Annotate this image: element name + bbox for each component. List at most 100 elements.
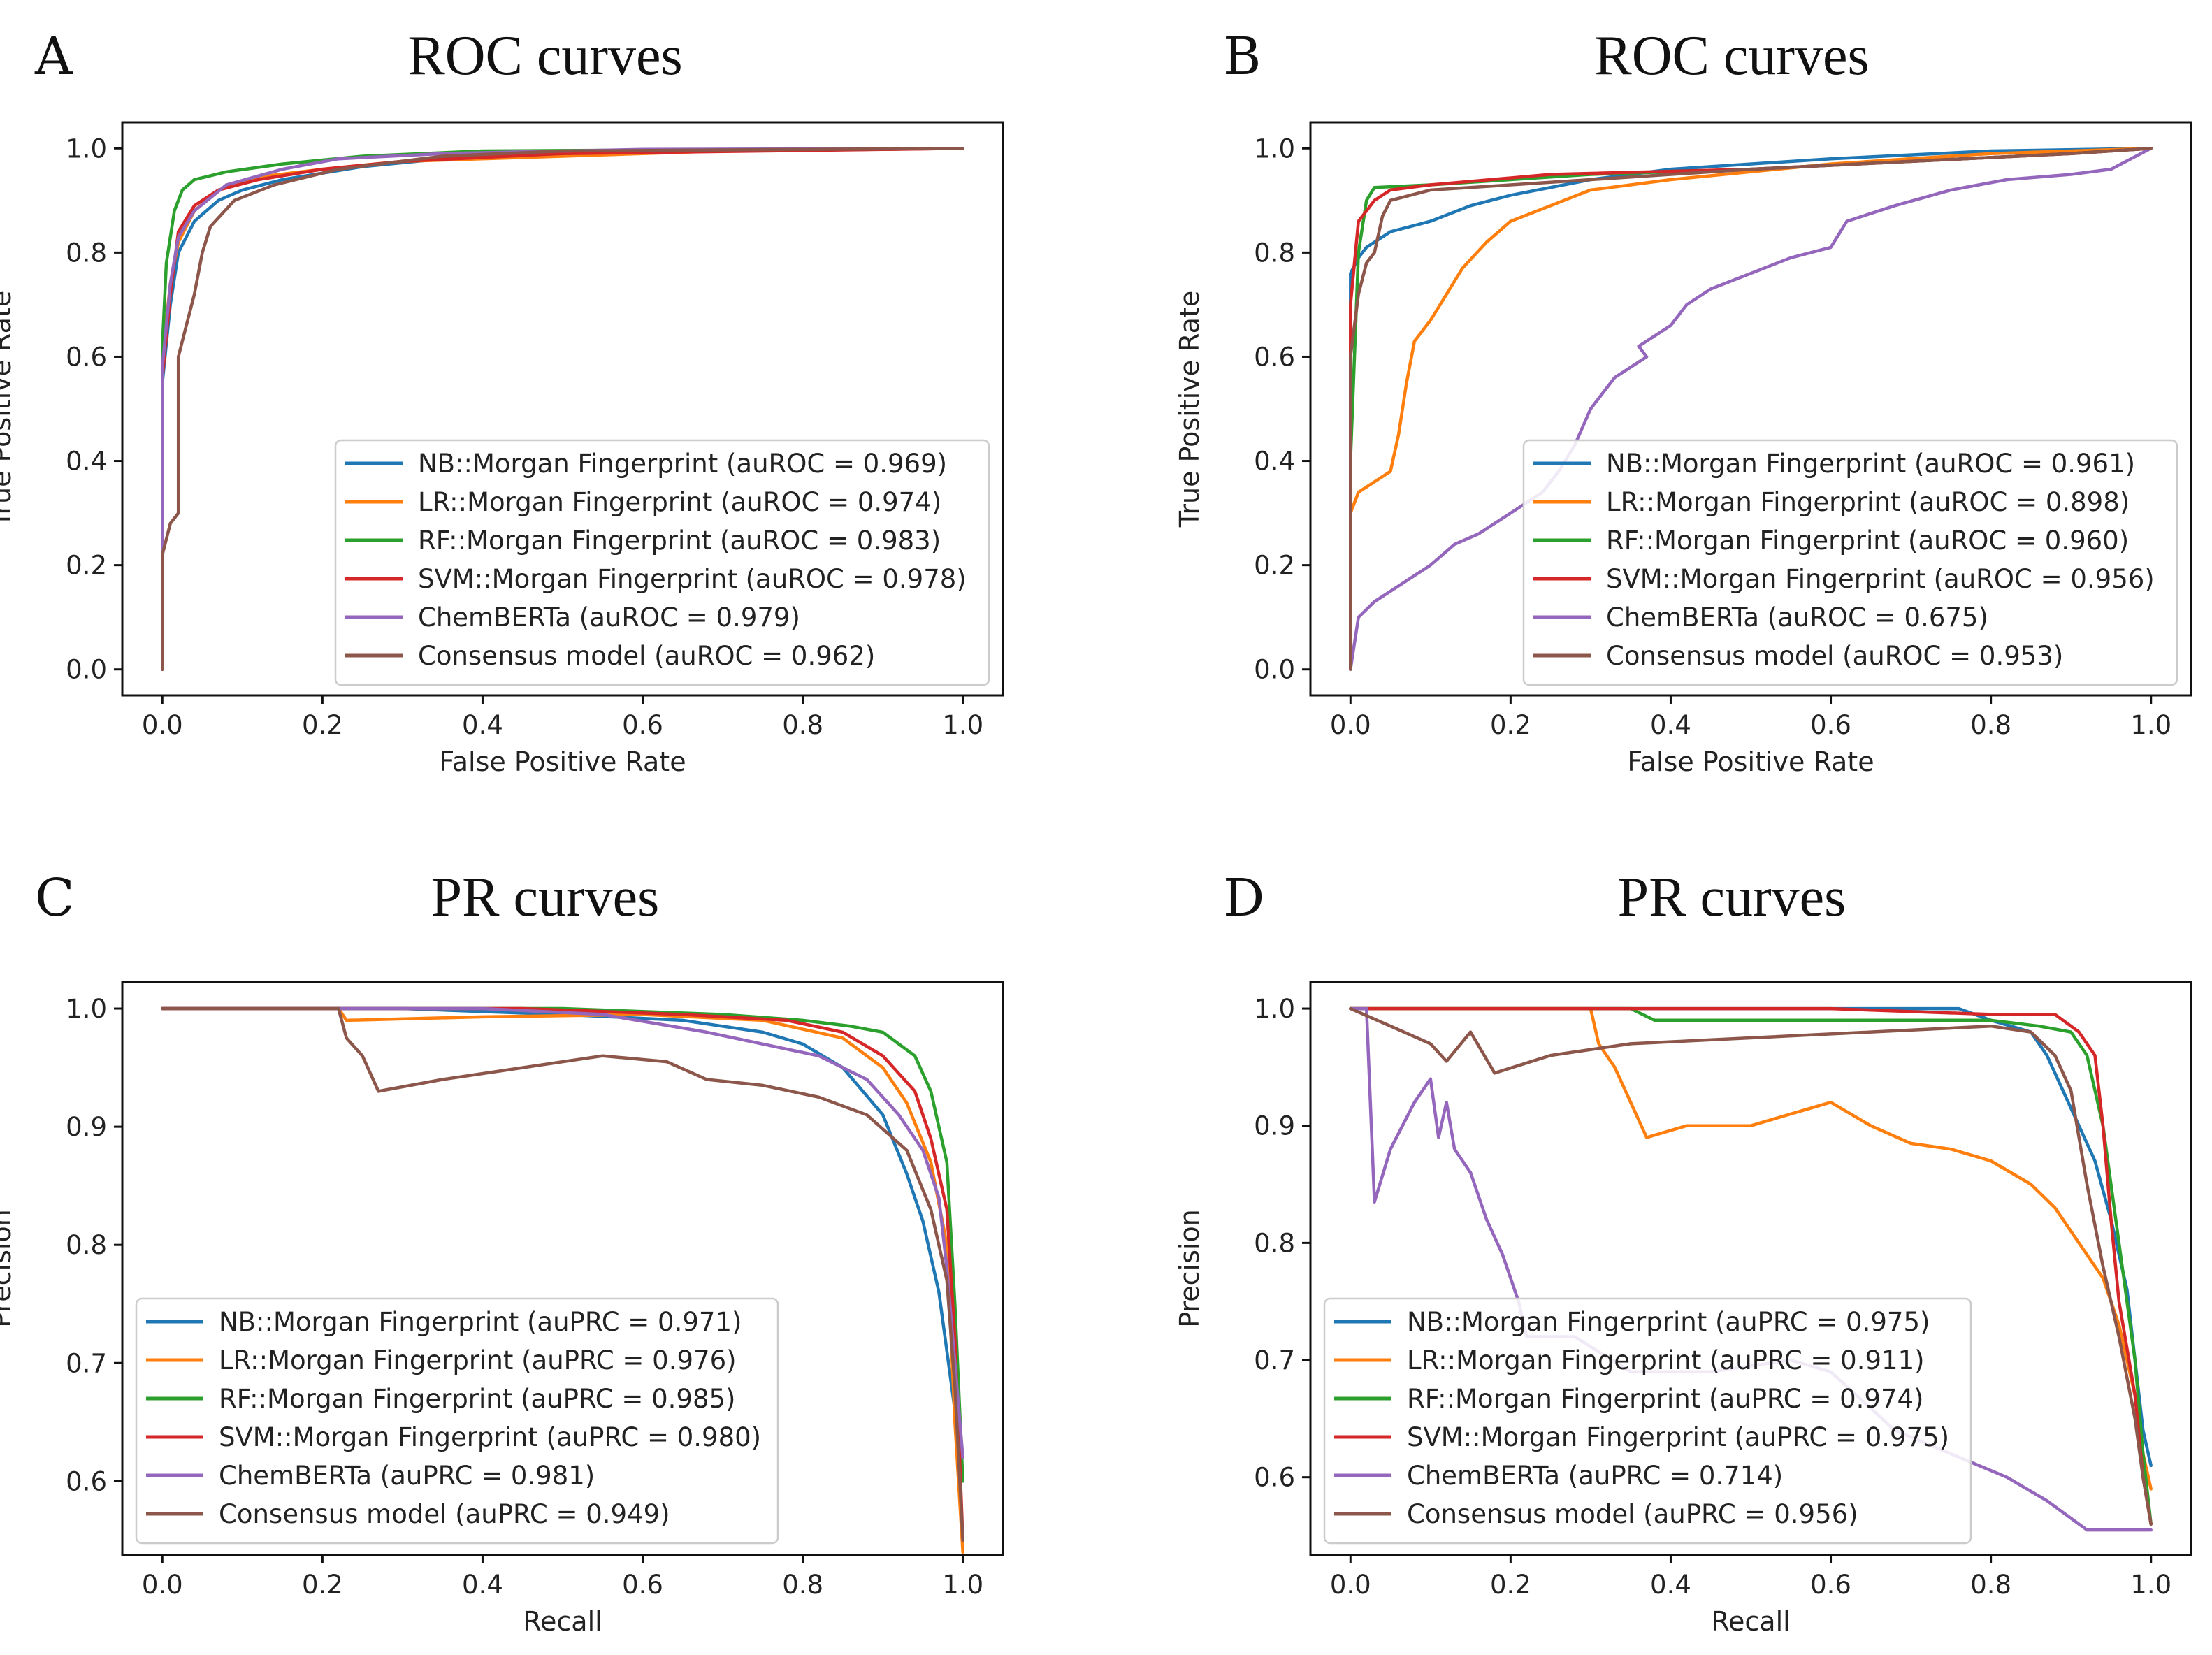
- y-tick-label: 0.8: [1254, 1228, 1295, 1258]
- x-tick-label: 0.2: [302, 710, 343, 740]
- legend-label: Consensus model (auPRC = 0.949): [219, 1499, 670, 1529]
- legend-label: Consensus model (auPRC = 0.956): [1407, 1499, 1858, 1529]
- legend-label: NB::Morgan Fingerprint (auROC = 0.961): [1606, 449, 2135, 479]
- panel-letter: A: [34, 27, 73, 87]
- series-line-4: [1349, 1006, 2153, 1526]
- panel-letter: C: [35, 868, 75, 928]
- x-axis-label: False Positive Rate: [439, 746, 686, 777]
- legend-label: SVM::Morgan Fingerprint (auPRC = 0.975): [1407, 1422, 1949, 1452]
- legend-label: RF::Morgan Fingerprint (auPRC = 0.974): [1407, 1384, 1923, 1414]
- panel-c: C PR curves 0.0 0.2 0.4 0.6 0.8 1.0 0.6 0.7 0.8 0…: [0, 867, 1004, 1637]
- y-tick-label: 0.0: [1254, 655, 1295, 685]
- series-line-6: [161, 147, 964, 671]
- x-tick-label: 0.0: [142, 710, 183, 740]
- y-tick-label: 0.6: [1254, 342, 1295, 372]
- legend-label: ChemBERTa (auPRC = 0.714): [1407, 1461, 1783, 1491]
- x-tick-label: 0.8: [782, 1570, 823, 1600]
- series-line-6: [1349, 1006, 2153, 1526]
- y-tick-label: 0.2: [1254, 551, 1295, 581]
- y-tick-label: 0.6: [66, 342, 107, 372]
- x-axis-label: Recall: [1711, 1606, 1790, 1637]
- y-tick-label: 0.8: [66, 238, 107, 268]
- legend-label: SVM::Morgan Fingerprint (auPRC = 0.980): [219, 1422, 761, 1452]
- series-line-6: [161, 1006, 964, 1542]
- y-tick-label: 1.0: [1254, 133, 1295, 164]
- legend-label: Consensus model (auROC = 0.962): [418, 641, 875, 671]
- legend-label: ChemBERTa (auROC = 0.675): [1606, 602, 1988, 633]
- x-tick-label: 0.2: [302, 1570, 343, 1600]
- y-tick-label: 0.9: [1254, 1111, 1295, 1141]
- panel-title: PR curves: [431, 867, 660, 928]
- panel-a: A ROC curves 0.0 0.2 0.4 0.6 0.8 1.0 0.0 0.2 0.4…: [0, 25, 1004, 777]
- y-tick-label: 0.7: [66, 1348, 107, 1378]
- series-line-1: [1349, 147, 2153, 671]
- legend-box: [1522, 439, 2178, 686]
- x-tick-label: 0.8: [1970, 1570, 2011, 1600]
- legend-label: NB::Morgan Fingerprint (auPRC = 0.975): [1407, 1307, 1930, 1337]
- panel-title: PR curves: [1618, 867, 1846, 928]
- y-tick-label: 1.0: [66, 133, 107, 164]
- panel-title: ROC curves: [1594, 25, 1869, 87]
- legend-label: RF::Morgan Fingerprint (auROC = 0.983): [418, 526, 941, 556]
- y-tick-label: 0.2: [66, 551, 107, 581]
- x-tick-label: 0.8: [782, 710, 823, 740]
- y-tick-label: 0.8: [66, 1230, 107, 1260]
- legend: NB::Morgan Fingerprint (auROC = 0.969)LR…: [334, 439, 990, 686]
- y-tick-label: 0.0: [66, 655, 107, 685]
- x-tick-label: 0.0: [142, 1570, 183, 1600]
- x-tick-label: 0.4: [1650, 1570, 1691, 1600]
- y-tick-label: 0.6: [1254, 1463, 1295, 1493]
- plot-frame: [1309, 981, 2192, 1556]
- y-axis-label: True Positive Rate: [1174, 291, 1205, 528]
- x-tick-label: 0.4: [1650, 710, 1691, 740]
- y-tick-label: 0.4: [66, 447, 107, 477]
- series-line-5: [1349, 147, 2153, 671]
- x-tick-label: 0.6: [1810, 1570, 1851, 1600]
- legend-box: [1323, 1297, 1972, 1545]
- panel-title: ROC curves: [407, 25, 682, 87]
- legend-label: ChemBERTa (auPRC = 0.981): [219, 1461, 595, 1491]
- series-line-4: [161, 1006, 964, 1542]
- x-tick-label: 0.6: [622, 710, 663, 740]
- y-tick-label: 0.9: [66, 1112, 107, 1142]
- x-axis-label: Recall: [523, 1606, 602, 1637]
- y-tick-label: 1.0: [66, 994, 107, 1024]
- legend: NB::Morgan Fingerprint (auPRC = 0.975)LR…: [1323, 1297, 1972, 1545]
- x-tick-label: 0.2: [1490, 1570, 1531, 1600]
- x-tick-label: 1.0: [942, 1570, 983, 1600]
- panel-letter: B: [1223, 27, 1261, 87]
- legend-box: [135, 1297, 779, 1545]
- legend-label: NB::Morgan Fingerprint (auPRC = 0.971): [219, 1307, 742, 1337]
- legend-label: SVM::Morgan Fingerprint (auROC = 0.956): [1606, 564, 2155, 594]
- x-tick-label: 0.6: [1810, 710, 1851, 740]
- plot-frame: [121, 121, 1004, 697]
- legend-label: Consensus model (auROC = 0.953): [1606, 641, 2063, 671]
- y-tick-label: 0.4: [1254, 447, 1295, 477]
- legend-label: NB::Morgan Fingerprint (auROC = 0.969): [418, 449, 947, 479]
- x-tick-label: 0.6: [622, 1570, 663, 1600]
- panel-d: D PR curves 0.0 0.2 0.4 0.6 0.8 1.0 0.6 0.7 0.8 0…: [1174, 867, 2192, 1637]
- series-line-2: [1349, 147, 2153, 671]
- legend-label: SVM::Morgan Fingerprint (auROC = 0.978): [418, 564, 967, 594]
- x-axis-label: False Positive Rate: [1627, 746, 1874, 777]
- legend-label: LR::Morgan Fingerprint (auPRC = 0.976): [219, 1345, 737, 1375]
- legend: NB::Morgan Fingerprint (auPRC = 0.971)LR…: [135, 1297, 779, 1545]
- y-tick-label: 0.8: [1254, 238, 1295, 268]
- legend-box: [334, 439, 990, 686]
- x-tick-label: 0.2: [1490, 710, 1531, 740]
- plot-frame: [1309, 121, 2192, 697]
- x-tick-label: 1.0: [942, 710, 983, 740]
- series-line-6: [1349, 147, 2153, 671]
- plot-frame: [121, 981, 1004, 1556]
- series-line-3: [1349, 1006, 2153, 1526]
- x-tick-label: 0.0: [1330, 710, 1371, 740]
- legend: NB::Morgan Fingerprint (auROC = 0.961)LR…: [1522, 439, 2178, 686]
- y-axis-label: Precision: [0, 1209, 17, 1328]
- legend-label: LR::Morgan Fingerprint (auROC = 0.898): [1606, 487, 2130, 517]
- x-tick-label: 0.4: [462, 710, 503, 740]
- y-axis-label: True Positive Rate: [0, 291, 17, 528]
- legend-label: RF::Morgan Fingerprint (auPRC = 0.985): [219, 1384, 735, 1414]
- legend-label: LR::Morgan Fingerprint (auPRC = 0.911): [1407, 1345, 1925, 1375]
- y-tick-label: 0.6: [66, 1466, 107, 1496]
